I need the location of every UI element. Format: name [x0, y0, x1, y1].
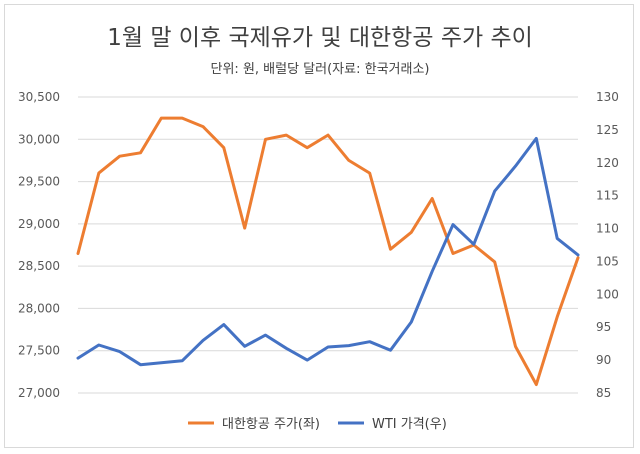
- right-tick-label: 120: [596, 156, 619, 170]
- right-tick-label: 95: [596, 320, 611, 334]
- right-tick-label: 90: [596, 353, 611, 367]
- right-axis-ticks: 85 90 95 100 105 110 115 120 125 130: [596, 90, 619, 400]
- series-line-2: [76, 136, 580, 367]
- right-tick-label: 125: [596, 123, 619, 137]
- right-tick-label: 110: [596, 222, 619, 236]
- left-tick-label: 27,500: [18, 344, 60, 358]
- left-tick-label: 28,000: [18, 301, 60, 315]
- chart-title: 1월 말 이후 국제유가 및 대한항공 주가 추이: [107, 25, 533, 51]
- left-tick-label: 28,500: [18, 259, 60, 273]
- left-tick-label: 29,000: [18, 217, 60, 231]
- chart-subtitle: 단위: 원, 배럴당 달러(자료: 한국거래소): [210, 62, 430, 77]
- series-line-1: [76, 116, 580, 386]
- left-tick-label: 30,000: [18, 132, 60, 146]
- right-tick-label: 85: [596, 386, 611, 400]
- legend-label: 대한항공 주가(좌): [222, 417, 320, 432]
- left-tick-label: 27,000: [18, 386, 60, 400]
- left-tick-label: 30,500: [18, 90, 60, 104]
- legend-label: WTI 가격(우): [372, 417, 447, 432]
- left-axis-ticks: 27,000 27,500 28,000 28,500 29,000 29,500 30,0…: [18, 90, 60, 400]
- left-tick-label: 29,500: [18, 175, 60, 189]
- right-tick-label: 130: [596, 90, 619, 104]
- right-tick-label: 105: [596, 254, 619, 268]
- legend: 대한항공 주가(좌) WTI 가격(우): [188, 417, 447, 432]
- series-lines: [76, 116, 580, 386]
- right-tick-label: 115: [596, 189, 619, 203]
- right-tick-label: 100: [596, 287, 619, 301]
